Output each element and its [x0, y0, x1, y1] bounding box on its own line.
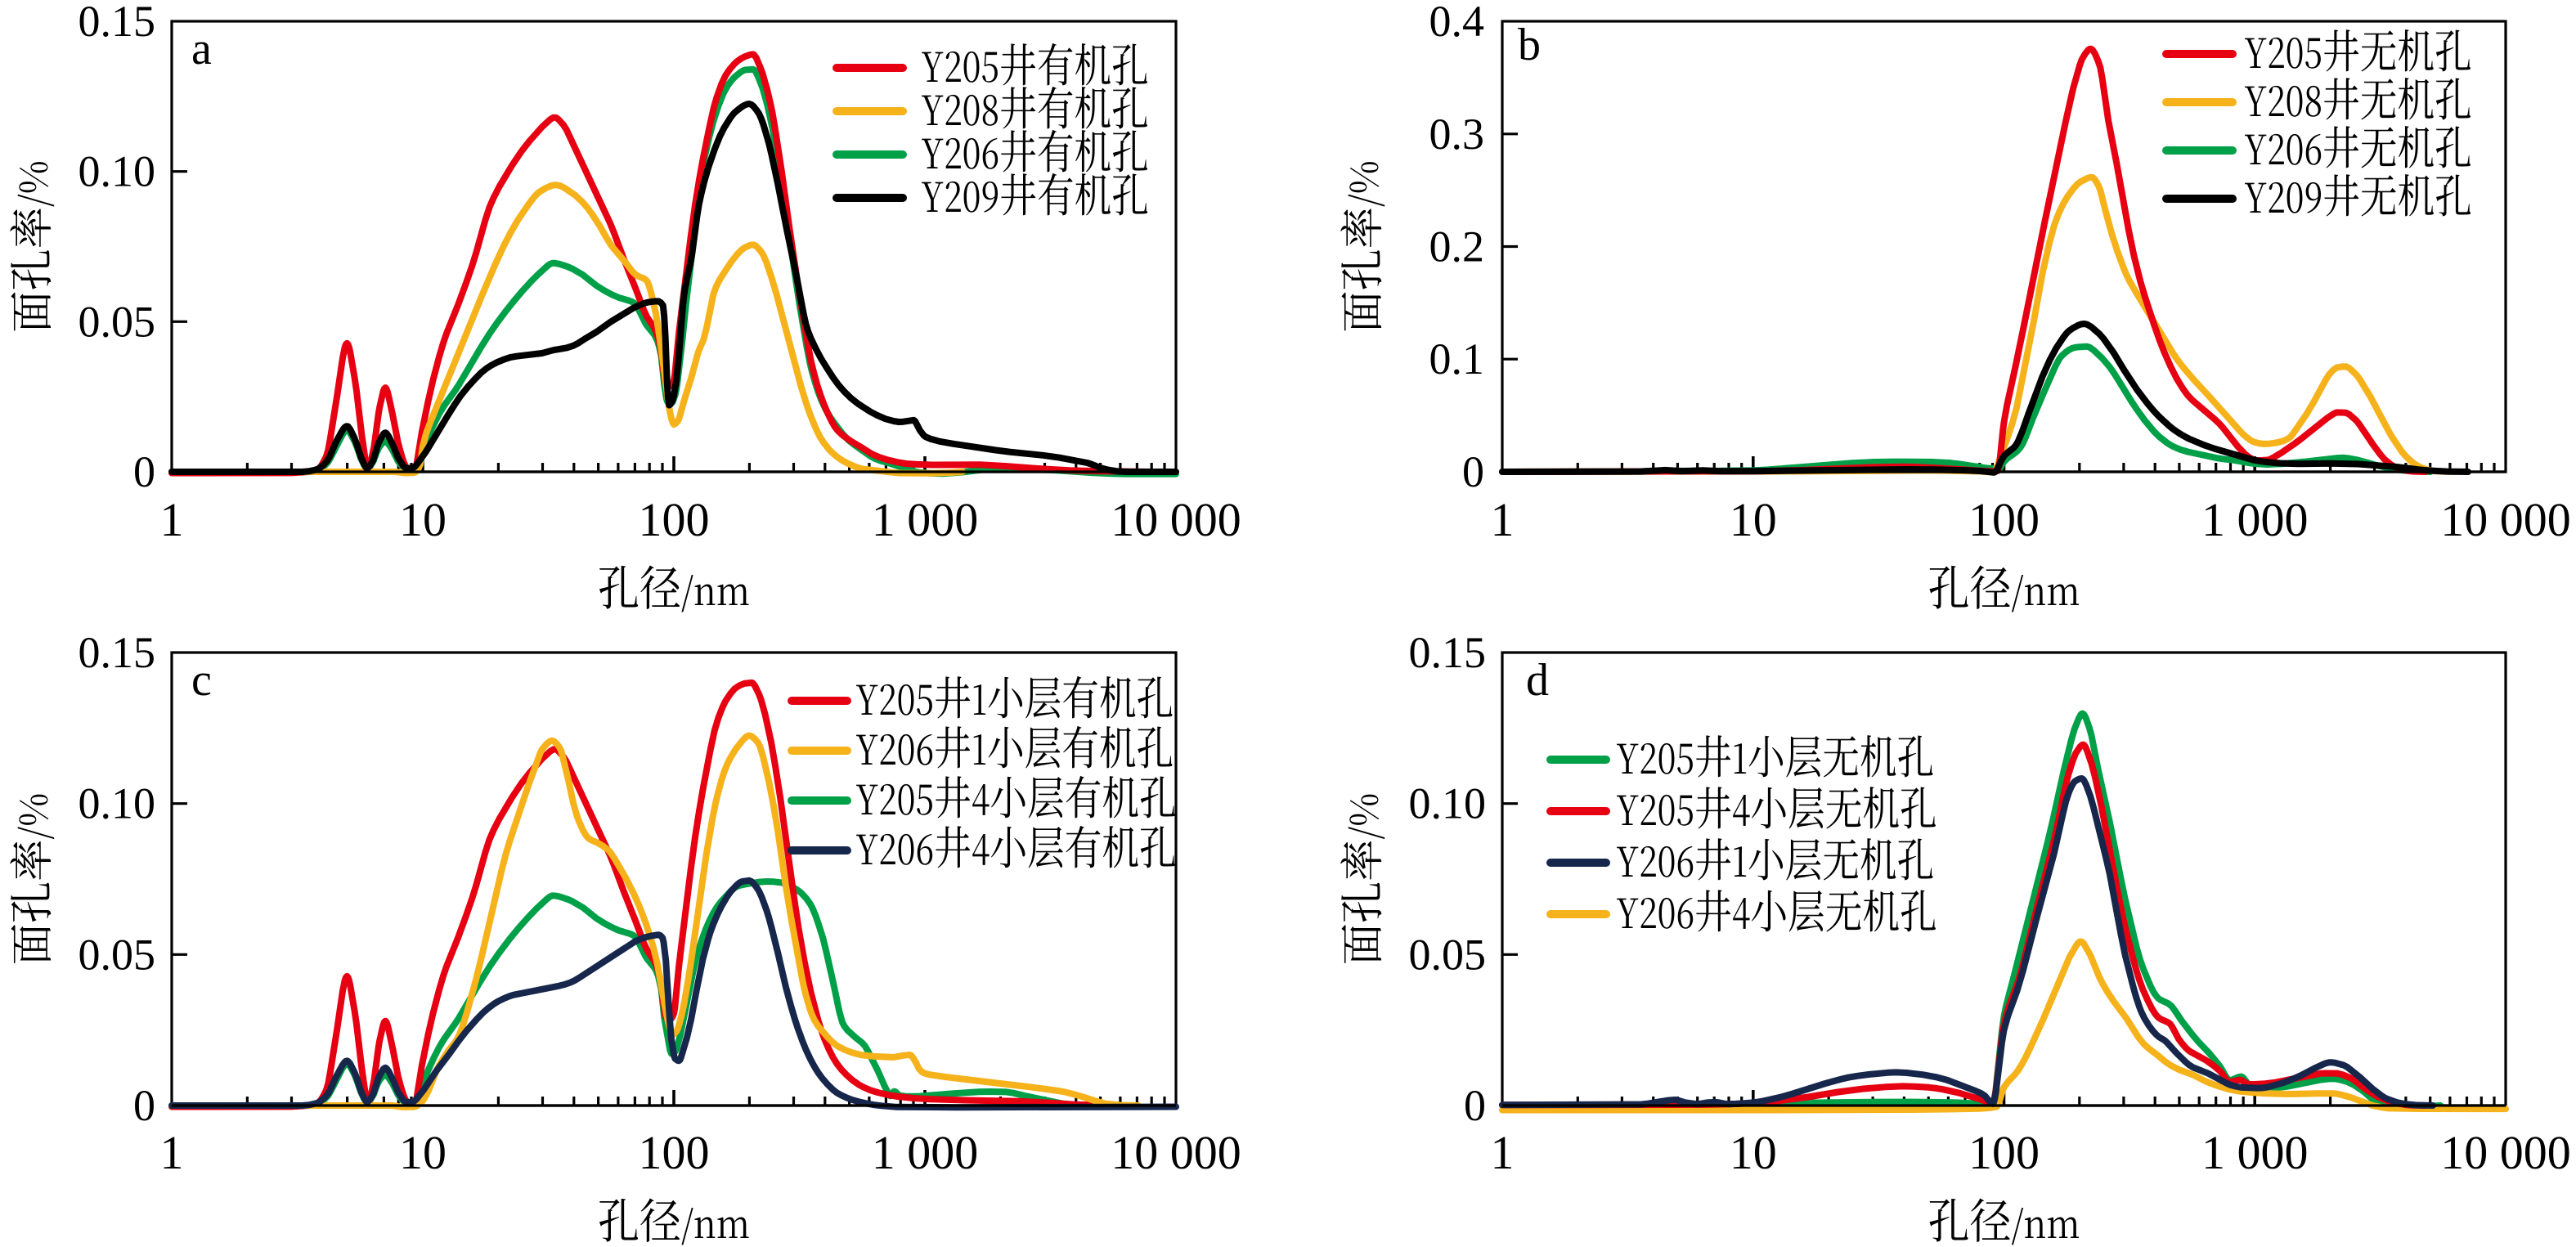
- svg-text:d: d: [1526, 655, 1549, 706]
- svg-text:0.05: 0.05: [79, 930, 156, 979]
- svg-text:10 000: 10 000: [1111, 1126, 1241, 1179]
- svg-text:10: 10: [399, 1126, 447, 1179]
- svg-text:1: 1: [1491, 493, 1515, 546]
- svg-text:0.15: 0.15: [79, 628, 156, 677]
- svg-text:0.10: 0.10: [1409, 779, 1487, 828]
- svg-text:100: 100: [1968, 1126, 2040, 1179]
- svg-text:1 000: 1 000: [2201, 1126, 2309, 1179]
- svg-text:10 000: 10 000: [1111, 493, 1241, 546]
- svg-text:100: 100: [639, 1126, 710, 1179]
- svg-text:1: 1: [160, 493, 184, 546]
- svg-text:0: 0: [1464, 1081, 1486, 1130]
- svg-text:b: b: [1518, 20, 1541, 70]
- svg-text:0.10: 0.10: [79, 779, 156, 828]
- svg-text:1: 1: [1491, 1126, 1515, 1179]
- svg-text:a: a: [191, 24, 212, 74]
- svg-text:0.4: 0.4: [1429, 0, 1485, 46]
- svg-text:0.2: 0.2: [1429, 222, 1485, 271]
- svg-text:c: c: [191, 655, 212, 706]
- svg-text:10: 10: [1730, 493, 1777, 546]
- svg-text:0.15: 0.15: [79, 0, 156, 46]
- svg-text:0.10: 0.10: [79, 147, 156, 196]
- svg-text:1 000: 1 000: [2201, 493, 2309, 546]
- svg-text:1 000: 1 000: [872, 1126, 979, 1179]
- svg-text:10 000: 10 000: [2440, 1126, 2571, 1179]
- svg-text:0.1: 0.1: [1429, 334, 1485, 384]
- svg-text:1 000: 1 000: [872, 493, 979, 546]
- svg-text:0: 0: [1462, 447, 1484, 496]
- svg-text:0.3: 0.3: [1429, 110, 1485, 159]
- svg-text:0: 0: [133, 1081, 155, 1130]
- svg-text:10: 10: [1730, 1126, 1777, 1179]
- svg-text:100: 100: [1968, 493, 2040, 546]
- svg-text:100: 100: [639, 493, 710, 546]
- svg-text:1: 1: [160, 1126, 184, 1179]
- svg-text:0: 0: [133, 447, 155, 496]
- svg-text:10 000: 10 000: [2440, 493, 2571, 546]
- svg-text:0.05: 0.05: [79, 297, 156, 346]
- svg-text:0.05: 0.05: [1409, 930, 1487, 979]
- svg-text:0.15: 0.15: [1409, 628, 1487, 677]
- svg-text:10: 10: [399, 493, 447, 546]
